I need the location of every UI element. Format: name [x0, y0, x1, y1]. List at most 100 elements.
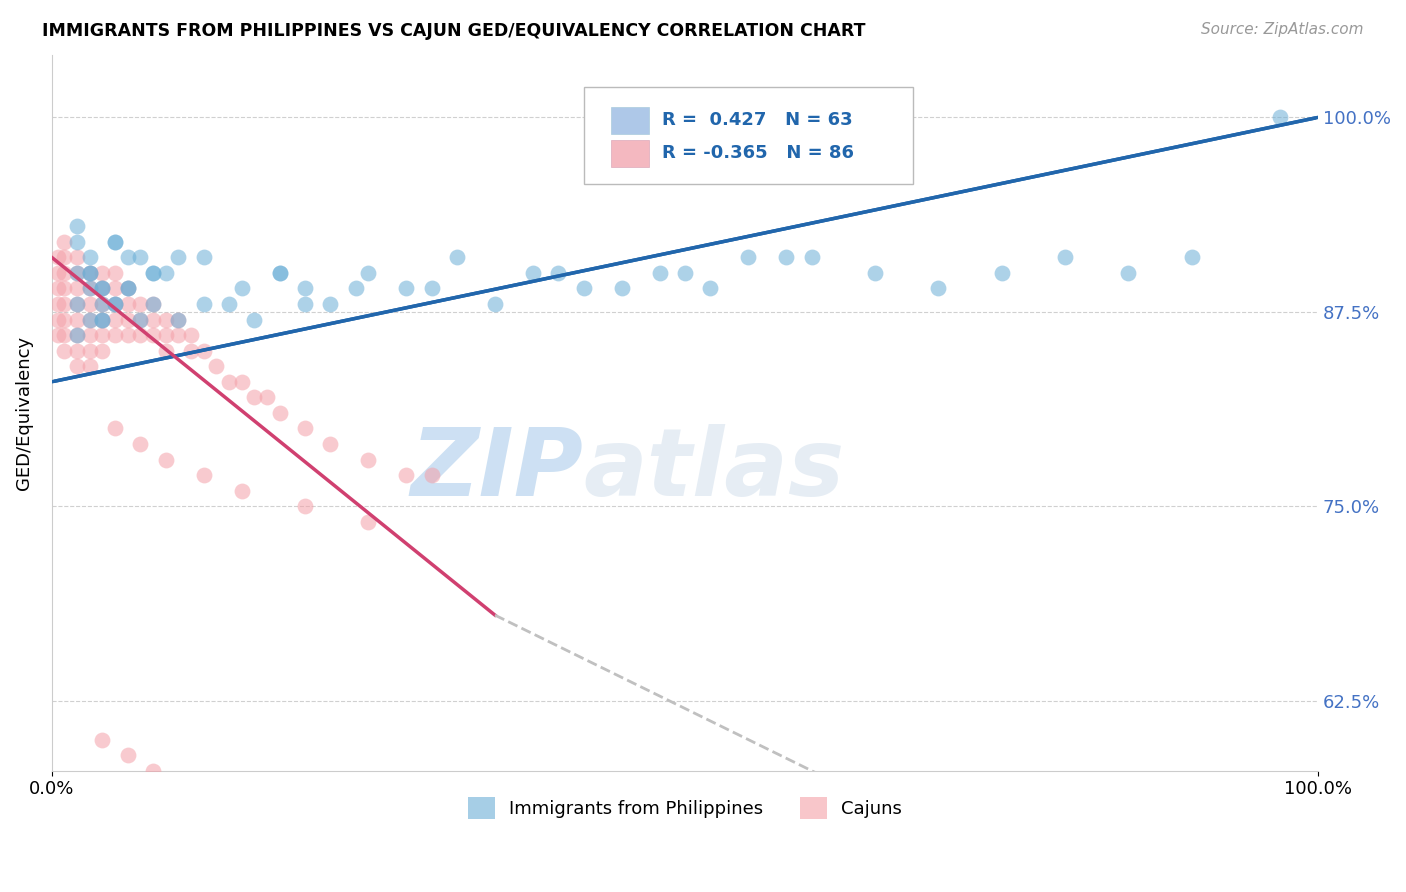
- Point: [66, 297, 89, 311]
- Point: [53, 251, 76, 265]
- Point: [737, 251, 759, 265]
- Point: [990, 266, 1012, 280]
- Point: [294, 421, 316, 435]
- Point: [66, 297, 89, 311]
- Point: [319, 437, 342, 451]
- Point: [91, 343, 114, 358]
- Point: [927, 281, 949, 295]
- Point: [104, 312, 127, 326]
- Point: [79, 251, 101, 265]
- Point: [79, 328, 101, 343]
- Point: [256, 390, 278, 404]
- Point: [231, 810, 253, 824]
- Y-axis label: GED/Equivalency: GED/Equivalency: [15, 336, 32, 490]
- Point: [66, 266, 89, 280]
- Point: [79, 266, 101, 280]
- FancyBboxPatch shape: [583, 87, 912, 184]
- Point: [91, 281, 114, 295]
- Point: [79, 312, 101, 326]
- Point: [117, 312, 139, 326]
- Point: [91, 266, 114, 280]
- Point: [269, 266, 291, 280]
- Point: [218, 297, 240, 311]
- Point: [53, 281, 76, 295]
- Point: [420, 468, 443, 483]
- Point: [269, 266, 291, 280]
- Point: [66, 359, 89, 374]
- Point: [91, 281, 114, 295]
- Point: [294, 281, 316, 295]
- Point: [357, 452, 380, 467]
- Point: [648, 266, 671, 280]
- Point: [104, 235, 127, 249]
- Point: [243, 390, 266, 404]
- Point: [104, 281, 127, 295]
- Point: [79, 312, 101, 326]
- Point: [673, 266, 696, 280]
- Point: [66, 219, 89, 234]
- Legend: Immigrants from Philippines, Cajuns: Immigrants from Philippines, Cajuns: [461, 789, 910, 826]
- Point: [420, 281, 443, 295]
- Point: [155, 328, 177, 343]
- Point: [1268, 111, 1291, 125]
- Point: [155, 312, 177, 326]
- Point: [167, 312, 190, 326]
- Point: [142, 297, 165, 311]
- Point: [395, 468, 418, 483]
- Point: [79, 343, 101, 358]
- Point: [91, 312, 114, 326]
- Point: [79, 281, 101, 295]
- Point: [104, 328, 127, 343]
- Point: [167, 312, 190, 326]
- FancyBboxPatch shape: [612, 107, 650, 134]
- Point: [294, 500, 316, 514]
- Point: [66, 251, 89, 265]
- Point: [1116, 266, 1139, 280]
- Point: [319, 857, 342, 871]
- Point: [446, 251, 468, 265]
- Text: R =  0.427   N = 63: R = 0.427 N = 63: [662, 112, 853, 129]
- Point: [53, 312, 76, 326]
- Point: [46, 297, 69, 311]
- FancyBboxPatch shape: [612, 139, 650, 167]
- Point: [66, 235, 89, 249]
- Point: [104, 266, 127, 280]
- Point: [357, 266, 380, 280]
- Text: Source: ZipAtlas.com: Source: ZipAtlas.com: [1201, 22, 1364, 37]
- Point: [79, 359, 101, 374]
- Point: [610, 281, 633, 295]
- Point: [294, 297, 316, 311]
- Point: [46, 328, 69, 343]
- Point: [46, 281, 69, 295]
- Point: [522, 266, 544, 280]
- Point: [66, 328, 89, 343]
- Point: [66, 281, 89, 295]
- Point: [218, 375, 240, 389]
- Point: [53, 328, 76, 343]
- Point: [231, 375, 253, 389]
- Point: [66, 266, 89, 280]
- Point: [79, 266, 101, 280]
- Point: [91, 297, 114, 311]
- Point: [66, 328, 89, 343]
- Point: [167, 328, 190, 343]
- Point: [104, 421, 127, 435]
- Point: [294, 841, 316, 855]
- Point: [142, 266, 165, 280]
- Point: [319, 297, 342, 311]
- Point: [193, 297, 215, 311]
- Point: [46, 266, 69, 280]
- Point: [91, 297, 114, 311]
- Point: [117, 748, 139, 763]
- Text: IMMIGRANTS FROM PHILIPPINES VS CAJUN GED/EQUIVALENCY CORRELATION CHART: IMMIGRANTS FROM PHILIPPINES VS CAJUN GED…: [42, 22, 866, 40]
- Point: [180, 343, 202, 358]
- Point: [231, 281, 253, 295]
- Point: [142, 312, 165, 326]
- Point: [66, 343, 89, 358]
- Point: [129, 328, 152, 343]
- Point: [484, 297, 506, 311]
- Point: [357, 515, 380, 529]
- Point: [117, 281, 139, 295]
- Point: [155, 343, 177, 358]
- Point: [117, 281, 139, 295]
